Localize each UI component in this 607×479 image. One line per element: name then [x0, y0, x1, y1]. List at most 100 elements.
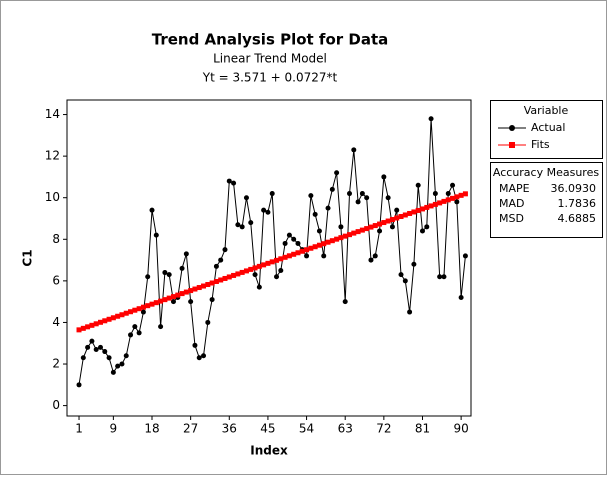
fit-marker	[308, 245, 314, 251]
data-point	[188, 299, 194, 305]
fit-marker	[415, 207, 421, 213]
data-point	[359, 191, 365, 197]
plot-area	[66, 99, 472, 417]
fit-marker	[368, 224, 374, 230]
y-tick-label: 6	[52, 273, 60, 287]
fit-marker	[458, 192, 464, 198]
x-tick-label: 54	[299, 422, 314, 436]
data-point	[316, 228, 322, 234]
fit-marker	[364, 226, 370, 232]
fit-marker	[158, 298, 164, 304]
fit-marker	[445, 197, 451, 203]
data-point	[239, 224, 245, 230]
y-axis-label: C1	[21, 249, 35, 266]
data-point	[291, 236, 297, 242]
legend-label: Fits	[531, 138, 550, 151]
fit-marker	[89, 322, 95, 328]
data-point	[415, 182, 421, 188]
fit-marker	[226, 274, 232, 280]
data-point	[110, 369, 116, 375]
data-point	[123, 353, 129, 359]
x-tick-label: 81	[415, 422, 430, 436]
data-point	[85, 344, 91, 350]
equation: Yt = 3.571 + 0.0727*t	[202, 71, 338, 85]
fit-marker	[304, 247, 310, 253]
data-point	[329, 186, 335, 192]
fit-marker	[76, 327, 82, 333]
data-point	[462, 253, 468, 259]
chart-title: Trend Analysis Plot for Data	[152, 31, 389, 49]
fit-marker	[265, 260, 271, 266]
data-point	[321, 253, 327, 259]
fit-marker	[291, 251, 297, 257]
data-point	[312, 211, 318, 217]
legend-marker	[509, 142, 515, 148]
data-point	[213, 263, 219, 269]
fit-marker	[235, 271, 241, 277]
fit-marker	[269, 259, 275, 265]
fit-marker	[389, 217, 395, 223]
fit-marker	[385, 218, 391, 224]
data-point	[372, 253, 378, 259]
fit-marker	[402, 212, 408, 218]
legend-label: Actual	[531, 121, 565, 134]
fit-marker	[145, 303, 151, 309]
fit-marker	[432, 201, 438, 207]
fit-marker	[411, 209, 417, 215]
fit-marker	[359, 227, 365, 233]
fit-marker	[106, 316, 112, 322]
fit-marker	[196, 285, 202, 291]
data-point	[222, 247, 228, 253]
data-point	[450, 182, 456, 188]
data-point	[209, 297, 215, 303]
data-point	[286, 232, 292, 238]
data-point	[226, 178, 232, 184]
fit-marker	[295, 250, 301, 256]
fit-marker	[398, 214, 404, 220]
data-point	[231, 180, 237, 186]
data-point	[115, 363, 121, 369]
fit-marker	[325, 239, 331, 245]
fit-marker	[179, 291, 185, 297]
y-tick-label: 8	[52, 232, 60, 246]
data-point	[183, 251, 189, 257]
fit-marker	[132, 307, 138, 313]
data-point	[342, 299, 348, 305]
fit-marker	[192, 286, 198, 292]
data-point	[166, 272, 172, 278]
data-point	[192, 342, 198, 348]
fit-marker	[381, 220, 387, 226]
data-point	[428, 116, 434, 122]
fit-marker	[140, 304, 146, 310]
data-point	[218, 257, 224, 263]
fit-marker	[231, 272, 237, 278]
fit-marker	[102, 318, 108, 324]
fit-marker	[377, 221, 383, 227]
x-tick-label: 45	[260, 422, 275, 436]
data-point	[128, 332, 134, 338]
y-tick-label: 4	[52, 315, 60, 329]
data-point	[80, 355, 86, 361]
fit-marker	[162, 297, 168, 303]
data-point	[398, 272, 404, 278]
fit-marker	[394, 215, 400, 221]
data-point	[377, 228, 383, 234]
fit-marker	[428, 203, 434, 209]
data-point	[261, 207, 267, 213]
fit-marker	[209, 280, 215, 286]
fit-marker	[437, 200, 443, 206]
fit-marker	[188, 288, 194, 294]
data-point	[196, 355, 202, 361]
fit-marker	[115, 313, 121, 319]
data-point	[368, 257, 374, 263]
data-point	[278, 267, 284, 273]
fit-marker	[278, 256, 284, 262]
data-point	[243, 195, 249, 201]
fit-marker	[274, 257, 280, 263]
y-tick-label: 14	[45, 107, 60, 121]
data-point	[153, 232, 159, 238]
data-point	[132, 324, 138, 330]
fit-marker	[261, 262, 267, 268]
fit-marker	[282, 254, 288, 260]
fit-marker	[355, 229, 361, 235]
